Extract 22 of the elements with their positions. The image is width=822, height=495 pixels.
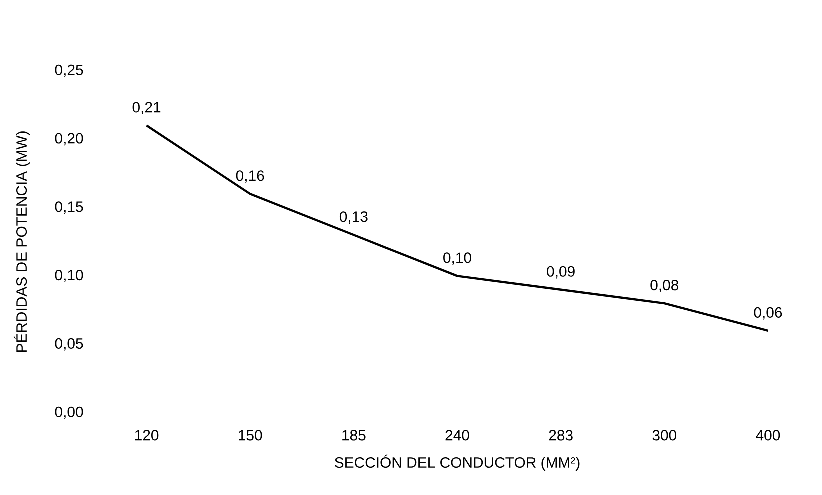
data-label: 0,10	[444, 252, 472, 266]
y-tick-label: 0,00	[55, 406, 84, 420]
x-tick-label: 185	[342, 430, 366, 441]
y-tick-label: 0,20	[55, 133, 84, 146]
data-label: 0,09	[547, 266, 575, 279]
x-tick-label: 300	[652, 430, 677, 441]
x-tick-label: 283	[549, 430, 573, 441]
y-tick-label: 0,05	[55, 338, 84, 351]
y-tick-label: 0,10	[55, 270, 84, 282]
data-label: 0,13	[340, 212, 368, 224]
data-label: 0,21	[132, 102, 161, 115]
data-label: 0,16	[236, 170, 264, 183]
data-label: 0,06	[754, 307, 782, 320]
x-tick-label: 400	[756, 430, 780, 441]
x-tick-label: 120	[135, 430, 159, 441]
x-tick-label: 240	[446, 430, 470, 441]
y-tick-label: 0,15	[55, 202, 84, 214]
y-axis-title: PÉRDIDAS DE POTENCIA (MW)	[14, 132, 30, 352]
data-label: 0,08	[650, 280, 679, 292]
x-tick-label: 150	[239, 430, 262, 441]
y-tick-label: 0,25	[55, 64, 84, 78]
x-axis-title: SECCIÓN DEL CONDUCTOR (MM²)	[335, 454, 580, 471]
